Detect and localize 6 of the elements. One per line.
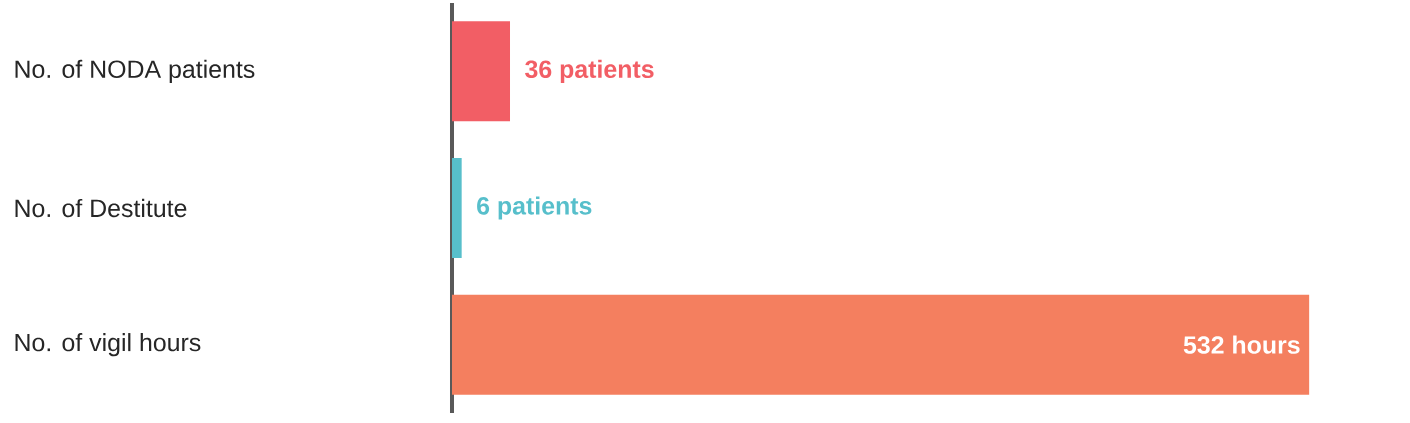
y-tick-label: No. of NODA patients bbox=[15, 59, 255, 83]
y-tick-label: No. of vigil hours bbox=[15, 333, 201, 357]
data-label: 6 patients bbox=[477, 196, 592, 220]
data-label: 36 patients bbox=[525, 59, 654, 83]
y-tick-label: No. of Destitute bbox=[15, 198, 187, 218]
data-label: 532 hours bbox=[1183, 335, 1300, 354]
